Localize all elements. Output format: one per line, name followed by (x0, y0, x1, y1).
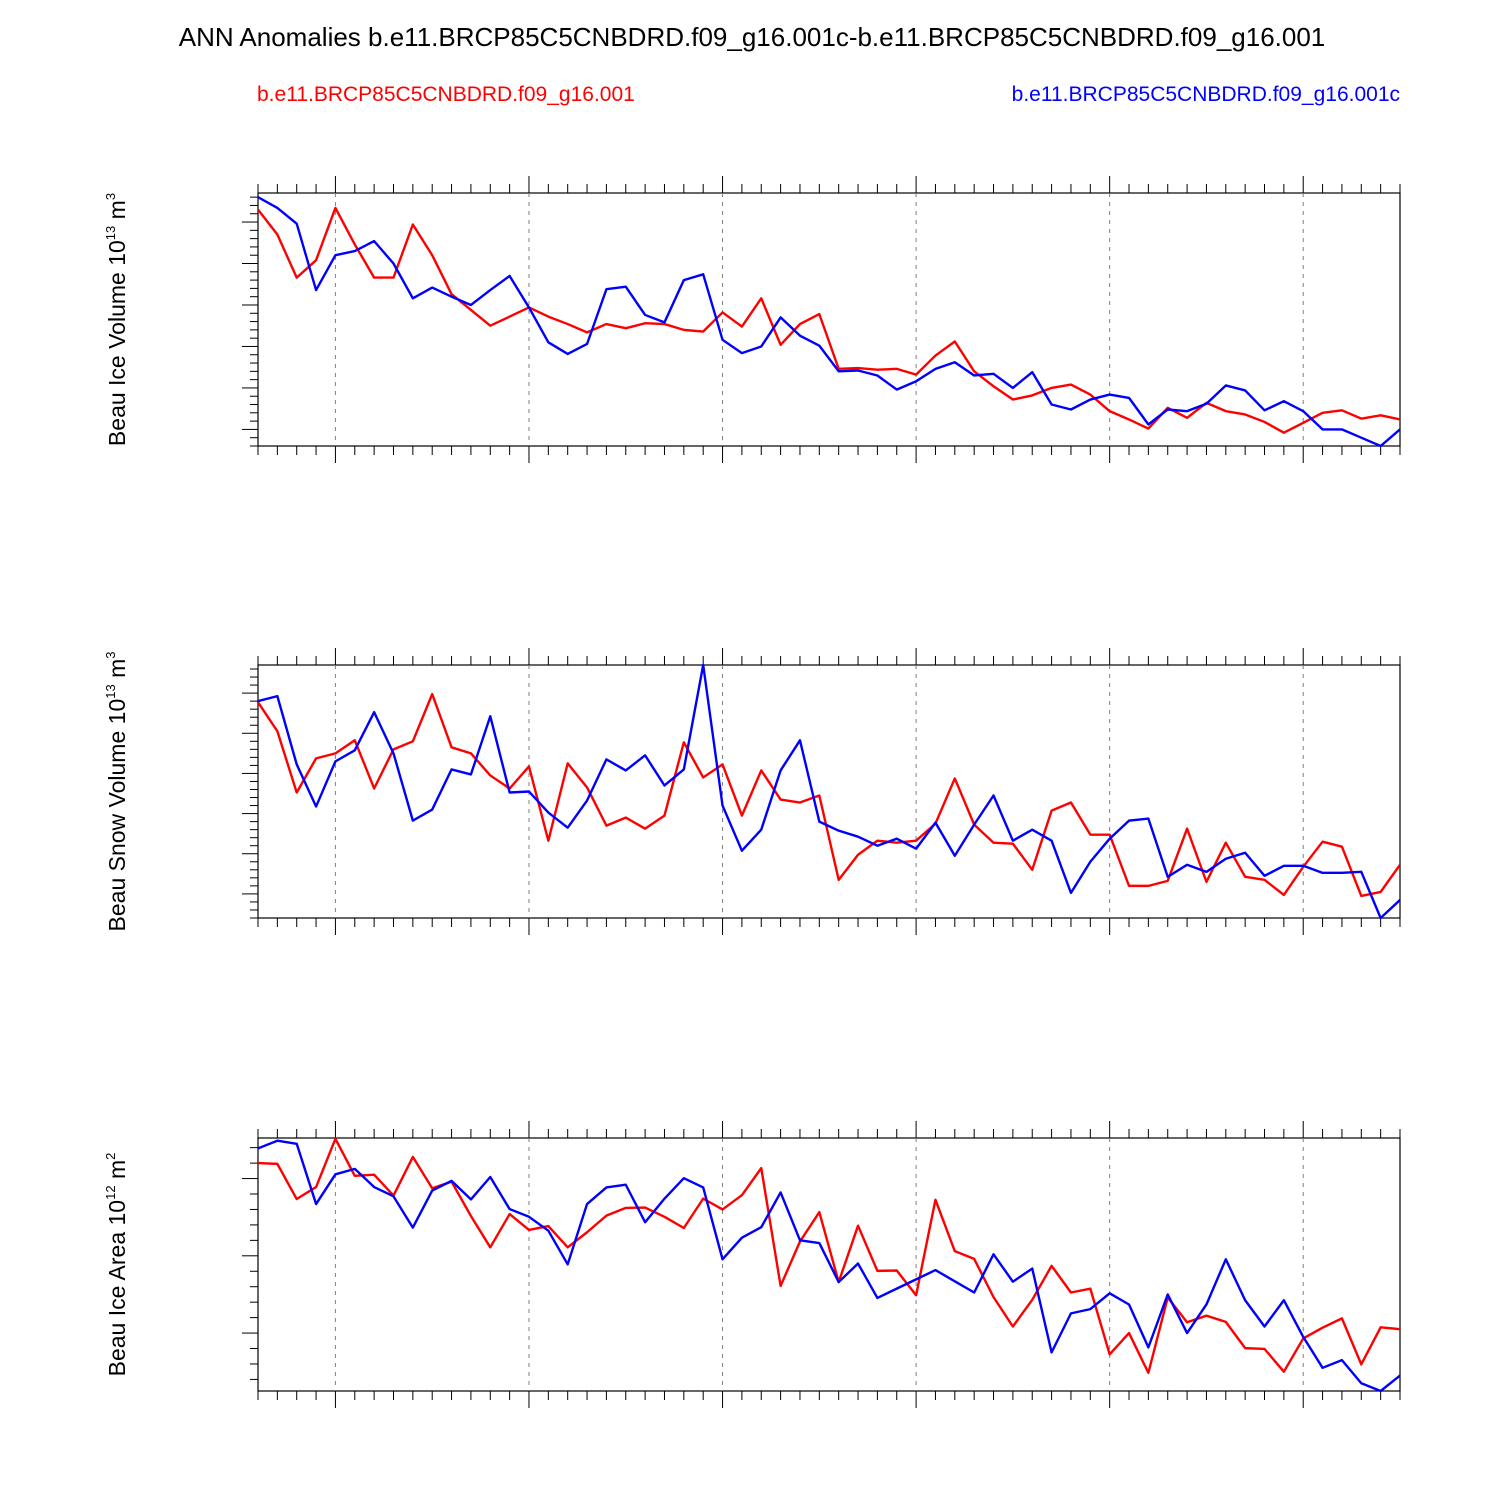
y-axis-label-unit: m (104, 659, 130, 685)
chart-panel-3: Beau Ice Area 1012 m2 (103, 1121, 1401, 1408)
y-axis-label-text: Beau Ice Area 10 (104, 1200, 130, 1376)
figure-title: ANN Anomalies b.e11.BRCP85C5CNBDRD.f09_g… (179, 22, 1326, 52)
y-axis-label: Beau Ice Area 1012 m2 (103, 1153, 130, 1377)
chart-panel-2: Beau Snow Volume 1013 m3 (103, 648, 1401, 935)
series-line-blue (258, 664, 1400, 919)
y-axis-label-unit-exponent: 3 (103, 193, 118, 200)
legend-red-label: b.e11.BRCP85C5CNBDRD.f09_g16.001 (257, 83, 635, 106)
y-axis-label-exponent: 13 (103, 226, 118, 240)
chart-panel-1: Beau Ice Volume 1013 m3 (103, 176, 1401, 463)
y-axis-label-text: Beau Snow Volume 10 (104, 699, 130, 932)
y-axis-label-unit-exponent: 3 (103, 652, 118, 659)
y-axis-label-text: Beau Ice Volume 10 (104, 240, 130, 446)
series-line-red (258, 206, 1400, 434)
series-line-blue (258, 1139, 1400, 1392)
series-line-red (258, 692, 1400, 898)
plot-frame (257, 192, 1401, 447)
y-axis-label-unit: m (104, 1160, 130, 1186)
y-axis-label: Beau Ice Volume 1013 m3 (103, 193, 130, 446)
y-axis-label-unit-exponent: 2 (103, 1153, 118, 1160)
y-axis-label-exponent: 13 (103, 684, 118, 698)
y-axis-label-unit: m (104, 200, 130, 226)
plot-frame (257, 1137, 1401, 1392)
plot-frame (257, 664, 1401, 919)
y-axis-label-exponent: 12 (103, 1185, 118, 1199)
y-axis-label: Beau Snow Volume 1013 m3 (103, 652, 130, 932)
series-line-blue (258, 196, 1400, 447)
legend-blue-label: b.e11.BRCP85C5CNBDRD.f09_g16.001c (1012, 83, 1400, 106)
